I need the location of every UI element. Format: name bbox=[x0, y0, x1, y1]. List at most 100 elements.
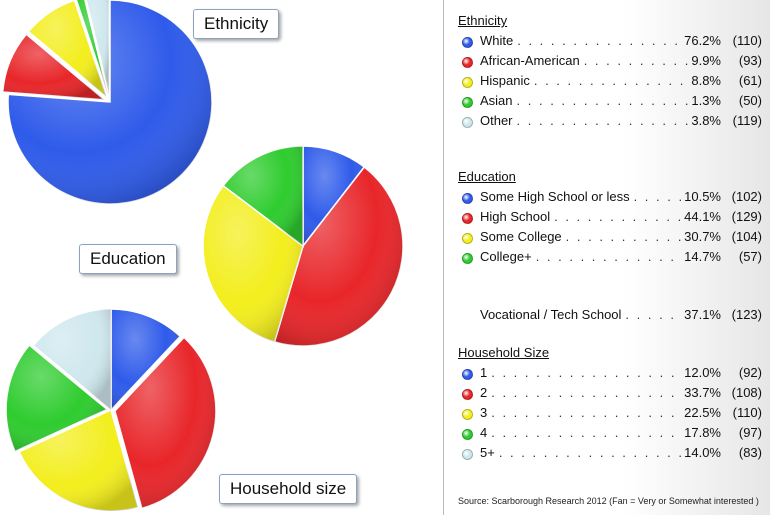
ethnicity-legend-label-other: Other bbox=[480, 113, 513, 128]
ethnicity-legend-count-white: (110) bbox=[732, 33, 762, 48]
household-size-legend-count-4: (97) bbox=[738, 425, 762, 440]
education-legend-bullet-some-high-school-or-less bbox=[462, 193, 473, 204]
ethnicity-legend-value-asian: 1.3% bbox=[691, 93, 721, 108]
household-size-legend-bullet-4 bbox=[462, 429, 473, 440]
education-legend-count-vocational-tech-school: (123) bbox=[731, 307, 762, 322]
ethnicity-legend-label-hispanic: Hispanic bbox=[480, 73, 530, 88]
education-legend-value-high-school: 44.1% bbox=[684, 209, 721, 224]
ethnicity-legend-count-african-american: (93) bbox=[738, 53, 762, 68]
education-slice-high-school-shading bbox=[274, 166, 403, 346]
household-size-legend-value-1: 12.0% bbox=[684, 365, 721, 380]
household-size-slice-5-shading bbox=[33, 309, 111, 410]
ethnicity-legend-bullet-white bbox=[462, 37, 473, 48]
education-legend-item-college: College+. . . . . . . . . . . . . . . . … bbox=[458, 249, 762, 267]
household-size-legend-label-5: 5+ bbox=[480, 445, 495, 460]
household-size-slice-3-shading bbox=[19, 410, 138, 511]
household-size-legend-value-2: 33.7% bbox=[684, 385, 721, 400]
household-size-legend-item-5: 5+. . . . . . . . . . . . . . . . . . . … bbox=[458, 445, 762, 463]
household-size-legend-label-2: 2 bbox=[480, 385, 488, 400]
ethnicity-legend-title: Ethnicity bbox=[458, 13, 508, 28]
household-size-legend-count-2: (108) bbox=[731, 385, 762, 400]
household-size-legend-count-1: (92) bbox=[738, 365, 762, 380]
education-callout: Education bbox=[79, 244, 177, 274]
household-size-callout-label: Household size bbox=[230, 479, 347, 498]
ethnicity-legend-bullet-african-american bbox=[462, 57, 473, 68]
ethnicity-legend-value-other: 3.8% bbox=[691, 113, 721, 128]
education-legend-label-some-high-school-or-less: Some High School or less bbox=[480, 189, 630, 204]
household-size-legend-label-4: 4 bbox=[480, 425, 488, 440]
ethnicity-slice-hispanic-shading bbox=[28, 0, 107, 98]
household-size-slice-4-shading bbox=[6, 345, 108, 452]
household-size-legend-label-3: 3 bbox=[480, 405, 488, 420]
pie-charts-area bbox=[1, 0, 404, 512]
household-size-legend-value-5: 14.0% bbox=[684, 445, 721, 460]
household-size-legend-item-2: 2. . . . . . . . . . . . . . . . . . . .… bbox=[458, 385, 762, 403]
education-legend-item-some-high-school-or-less: Some High School or less. . . . . . . . … bbox=[458, 189, 762, 207]
ethnicity-legend-leader-african-american: . . . . . . . . . . . . . . . . . . . . … bbox=[583, 53, 688, 68]
household-size-legend-item-3: 3. . . . . . . . . . . . . . . . . . . .… bbox=[458, 405, 762, 423]
ethnicity-legend-item-white: White. . . . . . . . . . . . . . . . . .… bbox=[458, 33, 762, 51]
education-legend-value-some-college: 30.7% bbox=[684, 229, 721, 244]
ethnicity-legend-bullet-hispanic bbox=[462, 77, 473, 88]
household-size-legend-leader-5: . . . . . . . . . . . . . . . . . . . . … bbox=[498, 445, 681, 460]
ethnicity-legend-count-other: (119) bbox=[732, 113, 762, 128]
education-legend-leader-some-high-school-or-less: . . . . . . . . . . . . . . . . . . . . … bbox=[633, 189, 681, 204]
education-legend-count-college: (57) bbox=[738, 249, 762, 264]
education-legend-leader-some-college: . . . . . . . . . . . . . . . . . . . . … bbox=[565, 229, 681, 244]
household-size-legend-value-4: 17.8% bbox=[684, 425, 721, 440]
household-size-legend-value-3: 22.5% bbox=[684, 405, 721, 420]
ethnicity-callout: Ethnicity bbox=[193, 9, 280, 39]
household-size-legend-leader-4: . . . . . . . . . . . . . . . . . . . . … bbox=[491, 425, 680, 440]
ethnicity-legend-label-white: White bbox=[480, 33, 514, 48]
ethnicity-legend-label-asian: Asian bbox=[480, 93, 513, 108]
ethnicity-slice-african-american-shading bbox=[2, 34, 105, 100]
household-size-legend-title: Household Size bbox=[458, 345, 550, 360]
household-size-legend-bullet-5 bbox=[462, 449, 473, 460]
ethnicity-legend-bullet-asian bbox=[462, 97, 473, 108]
education-legend-count-high-school: (129) bbox=[731, 209, 762, 224]
household-size-legend-label-1: 1 bbox=[480, 365, 488, 380]
household-size-legend-count-5: (83) bbox=[738, 445, 762, 460]
education-legend-value-vocational-tech-school: 37.1% bbox=[684, 307, 721, 322]
education-legend-label-high-school: High School bbox=[480, 209, 551, 224]
household-size-legend-bullet-2 bbox=[462, 389, 473, 400]
household-size-legend-leader-3: . . . . . . . . . . . . . . . . . . . . … bbox=[491, 405, 680, 420]
ethnicity-legend-count-asian: (50) bbox=[738, 93, 762, 108]
ethnicity-legend-item-african-american: African-American. . . . . . . . . . . . … bbox=[458, 53, 762, 71]
education-slice-some-college-shading bbox=[203, 185, 303, 342]
ethnicity-slice-white-shading bbox=[8, 0, 212, 204]
education-legend-leader-vocational-tech-school: . . . . . . . . . . . . . . . . . . . . … bbox=[625, 307, 680, 322]
household-size-legend-bullet-3 bbox=[462, 409, 473, 420]
ethnicity-legend-item-asian: Asian. . . . . . . . . . . . . . . . . .… bbox=[458, 93, 762, 111]
source-note: Source: Scarborough Research 2012 (Fan =… bbox=[458, 496, 759, 506]
household-size-slice-1-shading bbox=[111, 309, 181, 410]
ethnicity-legend-value-white: 76.2% bbox=[684, 33, 721, 48]
education-legend-leader-high-school: . . . . . . . . . . . . . . . . . . . . … bbox=[554, 209, 680, 224]
education-legend-title: Education bbox=[458, 169, 516, 184]
ethnicity-legend-leader-other: . . . . . . . . . . . . . . . . . . . . … bbox=[516, 113, 688, 128]
ethnicity-legend-value-hispanic: 8.8% bbox=[691, 73, 721, 88]
ethnicity-slice-other-shading bbox=[86, 0, 110, 95]
education-slice-some-high-school-or-less-shading bbox=[303, 146, 365, 246]
ethnicity-legend-value-african-american: 9.9% bbox=[691, 53, 721, 68]
ethnicity-legend-item-other: Other. . . . . . . . . . . . . . . . . .… bbox=[458, 113, 762, 131]
ethnicity-legend-leader-asian: . . . . . . . . . . . . . . . . . . . . … bbox=[516, 93, 688, 108]
legend-panel: Ethnicity White. . . . . . . . . . . . . … bbox=[443, 0, 770, 515]
education-legend-item-some-college: Some College. . . . . . . . . . . . . . … bbox=[458, 229, 762, 247]
education-legend-bullet-some-college bbox=[462, 233, 473, 244]
education-legend-count-some-college: (104) bbox=[731, 229, 762, 244]
household-size-legend-leader-2: . . . . . . . . . . . . . . . . . . . . … bbox=[491, 385, 680, 400]
ethnicity-callout-label: Ethnicity bbox=[204, 14, 269, 33]
household-size-callout: Household size bbox=[219, 474, 358, 504]
education-legend-label-some-college: Some College bbox=[480, 229, 562, 244]
education-legend-label-vocational-tech-school: Vocational / Tech School bbox=[480, 307, 622, 322]
ethnicity-legend-count-hispanic: (61) bbox=[738, 73, 762, 88]
ethnicity-legend-leader-hispanic: . . . . . . . . . . . . . . . . . . . . … bbox=[533, 73, 688, 88]
household-size-legend-item-4: 4. . . . . . . . . . . . . . . . . . . .… bbox=[458, 425, 762, 443]
education-legend-item-high-school: High School. . . . . . . . . . . . . . .… bbox=[458, 209, 762, 227]
household-size-legend-count-3: (110) bbox=[732, 405, 762, 420]
ethnicity-legend-label-african-american: African-American bbox=[480, 53, 580, 68]
ethnicity-legend-bullet-other bbox=[462, 117, 473, 128]
education-slice-college-shading bbox=[223, 146, 303, 246]
education-legend-bullet-college bbox=[462, 253, 473, 264]
